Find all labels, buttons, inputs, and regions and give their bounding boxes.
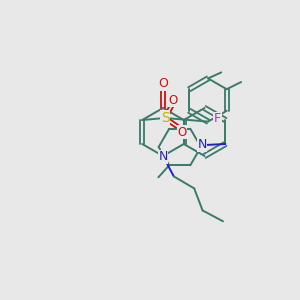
- Text: O: O: [168, 94, 178, 106]
- Text: F: F: [214, 112, 221, 125]
- Text: S: S: [160, 111, 169, 125]
- Text: O: O: [158, 77, 168, 90]
- Text: N: N: [158, 151, 168, 164]
- Text: N: N: [197, 139, 207, 152]
- Text: O: O: [177, 125, 187, 139]
